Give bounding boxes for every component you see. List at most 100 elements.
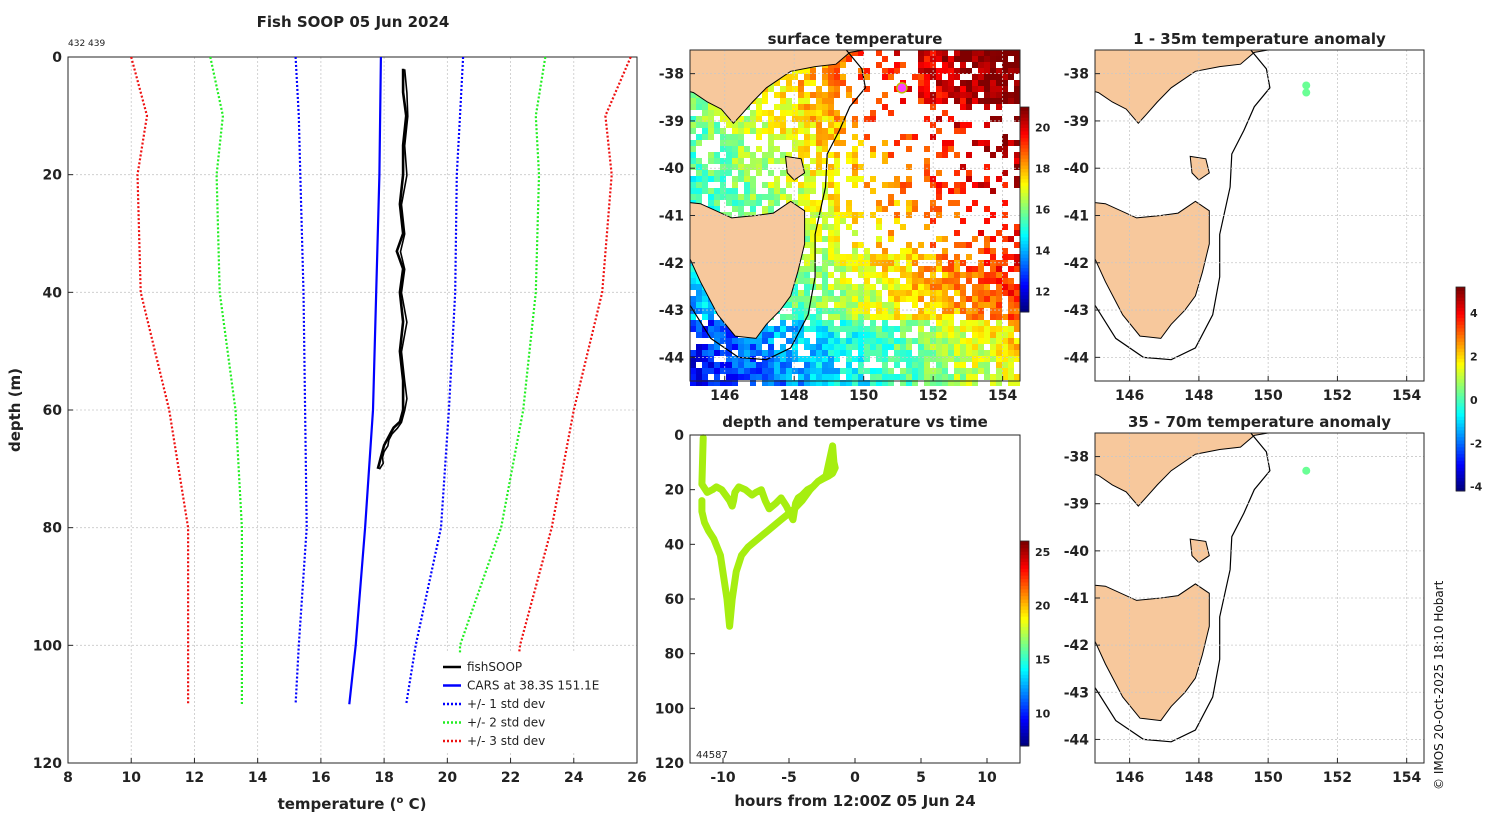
sst-cell <box>1014 356 1020 362</box>
sst-cell <box>936 68 942 74</box>
sst-cell <box>828 338 834 344</box>
sst-cell <box>822 116 828 122</box>
timeseries-colorbar-cell <box>1020 544 1029 549</box>
sst-cell <box>804 98 810 104</box>
timeseries-colorbar-cell <box>1020 705 1029 709</box>
sst-cell <box>858 284 864 290</box>
sst-cell <box>690 266 696 272</box>
anom-deep-tasmania <box>1095 583 1210 722</box>
sst-cell <box>876 350 882 356</box>
sst-cell <box>846 212 852 218</box>
sst-cell <box>924 164 930 170</box>
sst-cell <box>990 98 996 104</box>
sst-cell <box>852 374 858 380</box>
sst-cell <box>822 254 828 260</box>
sst-cell <box>906 368 912 374</box>
sst-cell <box>960 98 966 104</box>
sst-cell <box>948 140 954 146</box>
sst-cell <box>852 266 858 272</box>
sst-cell <box>960 290 966 296</box>
sst-cell <box>810 344 816 350</box>
sst-cell <box>996 230 1002 236</box>
sst-cell <box>846 362 852 368</box>
sst-cell <box>798 356 804 362</box>
sst-cell <box>804 140 810 146</box>
sst-cell <box>972 344 978 350</box>
surface-colorbar-cell <box>1020 189 1029 193</box>
sst-cell <box>762 128 768 134</box>
sst-cell <box>888 68 894 74</box>
surface-ytick-label: -42 <box>659 256 684 272</box>
sst-cell <box>792 320 798 326</box>
timeseries-colorbar-tick: 10 <box>1035 708 1051 721</box>
sst-cell <box>984 92 990 98</box>
sst-cell <box>726 338 732 344</box>
sst-cell <box>816 302 822 308</box>
trajectory-point <box>701 519 708 526</box>
sst-cell <box>786 128 792 134</box>
trajectory-point <box>733 568 740 575</box>
surface-colorbar-frame <box>1019 106 1030 313</box>
sst-cell <box>876 290 882 296</box>
timeseries-colorbar-cell <box>1020 558 1029 562</box>
sst-cell <box>954 332 960 338</box>
sst-cell <box>780 98 786 104</box>
sst-cell <box>834 194 840 200</box>
anom-shallow-tasmania <box>1095 200 1210 339</box>
sst-cell <box>1008 290 1014 296</box>
trajectory-point <box>718 486 725 493</box>
sst-cell <box>720 380 726 386</box>
sst-cell <box>984 206 990 212</box>
sst-cell <box>942 56 948 62</box>
sst-cell <box>834 230 840 236</box>
surface-colorbar-cell <box>1020 236 1029 241</box>
anom-colorbar-tick: -4 <box>1470 481 1483 494</box>
surface-xtick-label: 146 <box>710 388 739 404</box>
sst-cell <box>702 380 708 386</box>
sst-cell <box>798 98 804 104</box>
sst-cell <box>852 230 858 236</box>
sst-cell <box>942 380 948 386</box>
sst-cell <box>828 230 834 236</box>
sst-cell <box>834 248 840 254</box>
profile-xtick-label: 20 <box>438 770 458 786</box>
sst-cell <box>924 380 930 386</box>
sst-cell <box>870 326 876 332</box>
sst-cell <box>810 368 816 374</box>
sst-cell <box>960 362 966 368</box>
sst-cell <box>1008 350 1014 356</box>
sst-cell <box>996 302 1002 308</box>
sst-cell <box>894 278 900 284</box>
timeseries-colorbar-cell <box>1020 578 1029 583</box>
anom-colorbar-cell <box>1456 395 1465 400</box>
sst-cell <box>702 302 708 308</box>
sst-cell <box>954 266 960 272</box>
sst-cell <box>960 380 966 386</box>
sst-cell <box>786 356 792 362</box>
sst-cell <box>720 140 726 146</box>
sst-cell <box>954 362 960 368</box>
sst-cell <box>834 134 840 140</box>
sst-cell <box>966 206 972 212</box>
anom-shallow-title: 1 - 35m temperature anomaly <box>1133 30 1386 48</box>
sst-cell <box>960 326 966 332</box>
sst-cell <box>726 212 732 218</box>
sst-cell <box>846 302 852 308</box>
sst-cell <box>864 272 870 278</box>
sst-cell <box>690 356 696 362</box>
sst-cell <box>708 344 714 350</box>
sst-cell <box>720 146 726 152</box>
sst-cell <box>696 134 702 140</box>
sst-cell <box>834 326 840 332</box>
sst-cell <box>1014 98 1020 104</box>
sst-cell <box>918 332 924 338</box>
sst-cell <box>942 314 948 320</box>
sst-cell <box>924 50 930 56</box>
sst-cell <box>876 380 882 386</box>
sst-cell <box>696 302 702 308</box>
profile-title: Fish SOOP 05 Jun 2024 <box>257 13 450 31</box>
sst-cell <box>768 110 774 116</box>
sst-cell <box>828 98 834 104</box>
anom-deep-ytick-label: -44 <box>1064 732 1090 748</box>
sst-cell <box>918 98 924 104</box>
